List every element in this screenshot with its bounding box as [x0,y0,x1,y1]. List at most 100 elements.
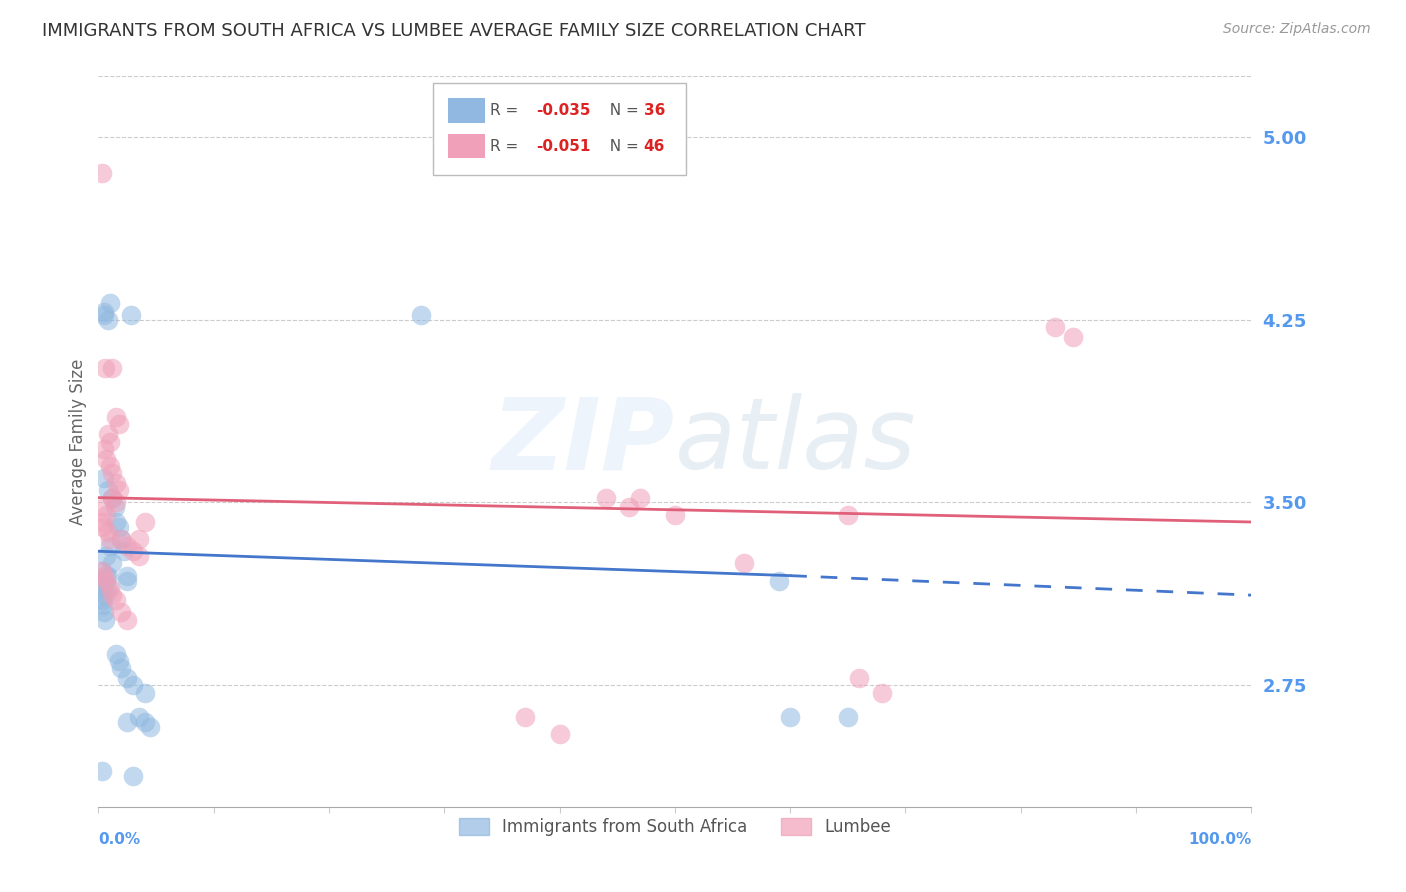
Point [98,295,121,310]
Point [98,581,121,595]
Point [117,540,139,554]
Point [134,515,156,529]
Point [548,727,571,741]
Point [1045,320,1067,334]
Point [779,710,801,724]
Point [98,532,121,546]
Point [93,471,115,485]
Point [96,451,118,466]
Point [110,605,132,619]
Point [101,491,124,505]
Point [93,581,115,595]
Point [94,361,117,376]
Text: N =: N = [600,138,644,153]
Point [848,671,870,685]
Point [513,710,536,724]
Point [837,710,859,724]
Point [93,568,115,582]
Point [96,549,118,563]
Point [98,434,121,449]
Point [628,491,651,505]
Point [108,483,131,498]
Point [104,410,127,425]
Text: atlas: atlas [675,393,917,490]
Text: N =: N = [600,103,644,119]
Point [595,491,617,505]
FancyBboxPatch shape [433,83,686,175]
Point [101,491,124,505]
Point [120,308,142,322]
Text: 100.0%: 100.0% [1188,831,1251,847]
Point [101,588,124,602]
Point [96,568,118,582]
Point [117,714,139,729]
Point [134,714,156,729]
Point [837,508,859,522]
Point [97,524,120,539]
Point [94,613,117,627]
Point [139,720,162,734]
Point [108,520,131,534]
Point [97,581,120,595]
Point [411,308,433,322]
Point [97,312,120,326]
Point [110,532,132,546]
Point [90,593,112,607]
Point [733,557,755,571]
Point [93,442,115,456]
Point [872,686,894,700]
Point [90,166,112,180]
Point [104,647,127,661]
Text: ZIP: ZIP [492,393,675,490]
Point [97,568,120,582]
Point [117,568,139,582]
Point [108,654,131,668]
Point [94,588,117,602]
Point [104,475,127,490]
Text: 36: 36 [644,103,665,119]
Point [122,544,145,558]
Point [101,557,124,571]
Point [90,515,112,529]
Point [93,305,115,319]
Point [128,532,150,546]
Point [110,661,132,675]
Point [128,549,150,563]
Point [122,678,145,692]
Point [112,544,135,558]
FancyBboxPatch shape [447,134,485,159]
Text: R =: R = [491,138,523,153]
Y-axis label: Average Family Size: Average Family Size [69,359,87,524]
Point [1062,329,1084,343]
Point [91,520,114,534]
Text: IMMIGRANTS FROM SOUTH AFRICA VS LUMBEE AVERAGE FAMILY SIZE CORRELATION CHART: IMMIGRANTS FROM SOUTH AFRICA VS LUMBEE A… [42,22,866,40]
Point [90,764,112,778]
Text: Source: ZipAtlas.com: Source: ZipAtlas.com [1223,22,1371,37]
Point [104,495,127,509]
Point [96,574,118,588]
Legend: Immigrants from South Africa, Lumbee: Immigrants from South Africa, Lumbee [453,812,897,843]
Point [97,483,120,498]
Point [98,458,121,473]
Point [134,686,156,700]
Point [617,500,640,515]
Point [104,515,127,529]
Point [98,540,121,554]
Text: 46: 46 [644,138,665,153]
Point [110,532,132,546]
Text: 0.0%: 0.0% [98,831,141,847]
Text: -0.051: -0.051 [537,138,591,153]
Point [93,605,115,619]
Text: -0.035: -0.035 [537,103,591,119]
Point [90,564,112,578]
Point [664,508,686,522]
Point [108,417,131,432]
Text: R =: R = [491,103,523,119]
Point [103,500,125,515]
FancyBboxPatch shape [447,98,485,123]
Point [128,710,150,724]
Point [104,593,127,607]
Point [91,598,114,612]
Point [101,361,124,376]
Point [117,613,139,627]
